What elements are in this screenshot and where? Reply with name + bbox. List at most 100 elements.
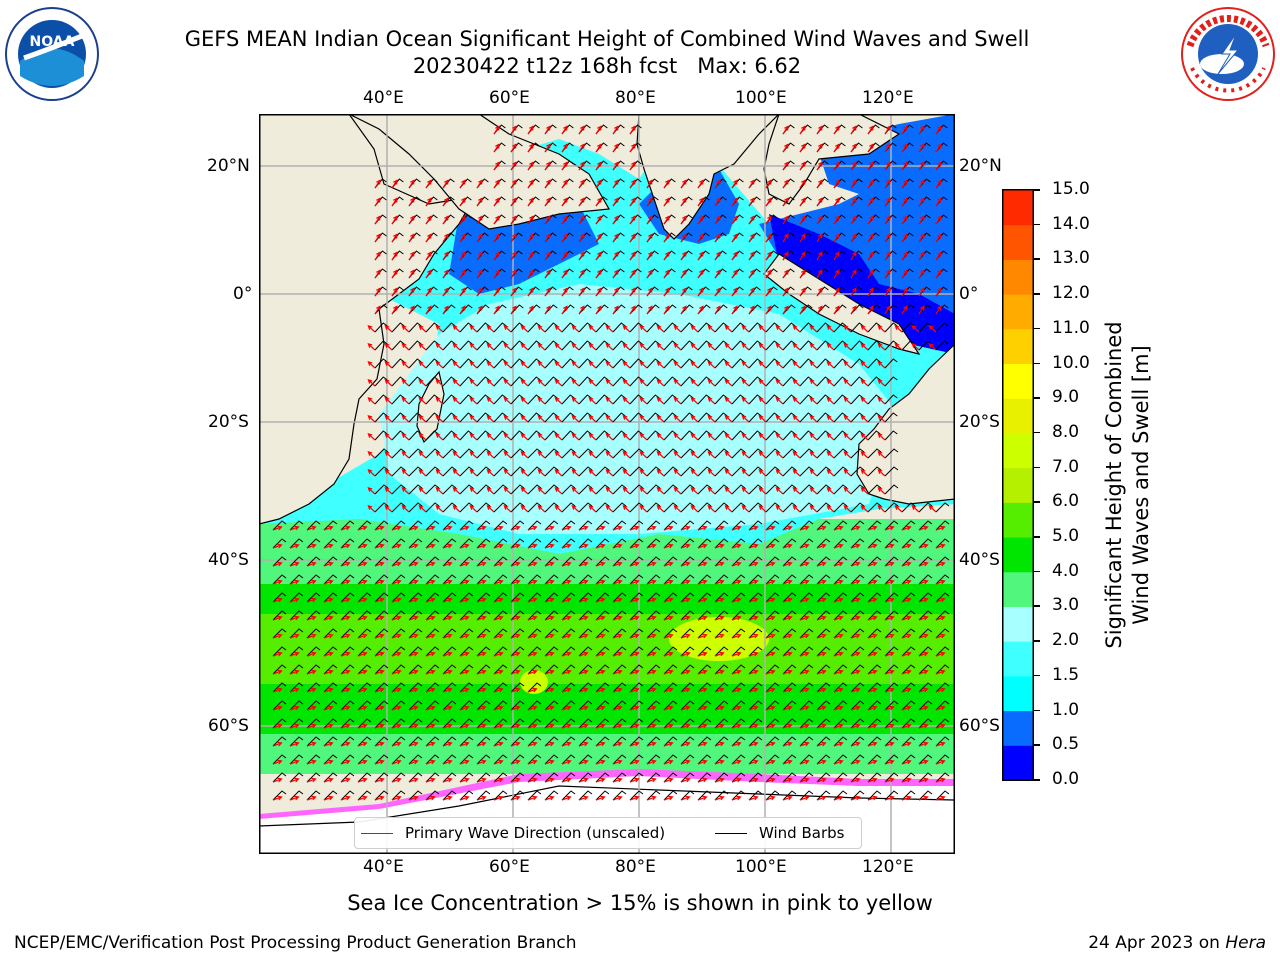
wind-barb — [663, 664, 678, 675]
colorbar-tick-mark — [1034, 327, 1040, 330]
wind-barb — [731, 772, 746, 783]
wave-direction-arrow — [775, 469, 784, 477]
wave-direction-arrow — [425, 215, 432, 225]
wave-direction-arrow — [595, 215, 602, 225]
wind-barb — [459, 754, 474, 765]
wind-barb — [493, 502, 508, 513]
wind-barb — [374, 322, 388, 333]
wave-direction-arrow — [510, 633, 521, 639]
wave-direction-arrow — [469, 433, 478, 441]
wind-barb — [425, 340, 439, 351]
wind-barb — [306, 664, 321, 675]
wave-direction-arrow — [782, 161, 789, 171]
wind-barb — [833, 538, 848, 549]
wind-barb — [901, 718, 916, 729]
wave-direction-arrow — [272, 579, 283, 585]
wind-barb — [697, 520, 712, 531]
wind-barb — [289, 592, 304, 603]
wave-direction-arrow — [714, 615, 725, 621]
wave-direction-arrow — [782, 741, 793, 747]
lon-label-bottom-120e: 120°E — [862, 857, 914, 877]
wind-barb — [867, 736, 882, 747]
legend-wave-label: Primary Wave Direction (unscaled) — [405, 824, 666, 842]
wave-direction-arrow — [289, 723, 300, 729]
wind-barb — [629, 466, 644, 477]
wave-direction-arrow — [510, 251, 517, 261]
wind-barb — [578, 736, 593, 747]
wave-direction-arrow — [901, 525, 912, 531]
wave-direction-arrow — [391, 579, 402, 585]
wave-direction-arrow — [782, 615, 793, 621]
wave-direction-arrow — [850, 143, 857, 153]
wind-barb — [663, 520, 678, 531]
wind-barb — [782, 772, 797, 783]
wind-barb — [833, 412, 847, 423]
wind-barb — [544, 394, 558, 405]
wind-barb — [680, 394, 694, 405]
wave-direction-arrow — [629, 633, 640, 639]
wave-direction-arrow — [272, 687, 283, 693]
wave-direction-arrow — [571, 505, 580, 513]
wave-direction-arrow — [554, 451, 563, 459]
wave-direction-arrow — [724, 343, 733, 351]
wave-direction-arrow — [901, 287, 908, 297]
wave-direction-arrow — [775, 487, 784, 495]
wave-direction-arrow — [663, 251, 670, 261]
wind-barb — [680, 376, 694, 387]
wind-barb — [680, 610, 695, 621]
wave-direction-arrow — [425, 233, 432, 243]
wave-direction-arrow — [340, 597, 351, 603]
wind-barb — [935, 538, 950, 549]
wind-barb — [425, 394, 439, 405]
colorbar-tick-label: 1.0 — [1052, 699, 1080, 720]
wind-barb — [884, 340, 898, 351]
wave-direction-arrow — [935, 615, 946, 621]
wave-direction-arrow — [850, 597, 861, 603]
wave-direction-arrow — [384, 415, 393, 423]
colorbar-tick-mark — [1034, 362, 1040, 365]
colorbar-tick-mark — [1034, 258, 1040, 260]
wave-direction-arrow — [605, 433, 614, 441]
wave-direction-arrow — [289, 633, 300, 639]
wind-barb — [612, 412, 626, 423]
wave-direction-arrow — [340, 669, 351, 675]
wave-direction-arrow — [418, 361, 427, 369]
wind-barb — [680, 628, 695, 639]
wind-barb — [527, 484, 542, 495]
wind-barb — [544, 790, 559, 801]
wave-direction-arrow — [459, 633, 470, 639]
wind-barb — [425, 448, 440, 459]
wave-direction-arrow — [935, 723, 946, 729]
wave-direction-arrow — [731, 669, 742, 675]
colorbar-tick-label: 9.0 — [1052, 387, 1080, 408]
wave-direction-arrow — [408, 759, 419, 765]
wind-barb — [510, 520, 525, 531]
wind-barb — [493, 412, 507, 423]
wind-barb — [816, 772, 831, 783]
wind-barb — [442, 502, 457, 513]
footer-date-text: 24 Apr 2023 on — [1088, 933, 1226, 953]
wave-direction-arrow — [782, 543, 793, 549]
wind-barb — [901, 754, 916, 765]
wind-barb — [408, 412, 422, 423]
wind-barb — [493, 718, 508, 729]
wave-direction-arrow — [554, 469, 563, 477]
wave-direction-arrow — [588, 469, 597, 477]
wind-barb — [544, 700, 559, 711]
wave-direction-arrow — [809, 343, 818, 351]
wave-direction-arrow — [374, 759, 385, 765]
wind-barb — [714, 592, 729, 603]
wind-barb — [612, 304, 626, 315]
wave-direction-arrow — [867, 125, 874, 135]
wave-direction-arrow — [469, 343, 478, 351]
wind-barb — [306, 574, 321, 585]
wave-direction-arrow — [799, 179, 806, 189]
wave-direction-arrow — [826, 379, 835, 387]
wave-direction-arrow — [724, 361, 733, 369]
wind-barb — [731, 340, 745, 351]
colorbar-tick-label: 10.0 — [1052, 352, 1090, 373]
wind-barb — [833, 520, 848, 531]
wind-barb — [816, 502, 831, 513]
wave-direction-arrow — [561, 651, 572, 657]
wind-barb — [629, 772, 644, 783]
